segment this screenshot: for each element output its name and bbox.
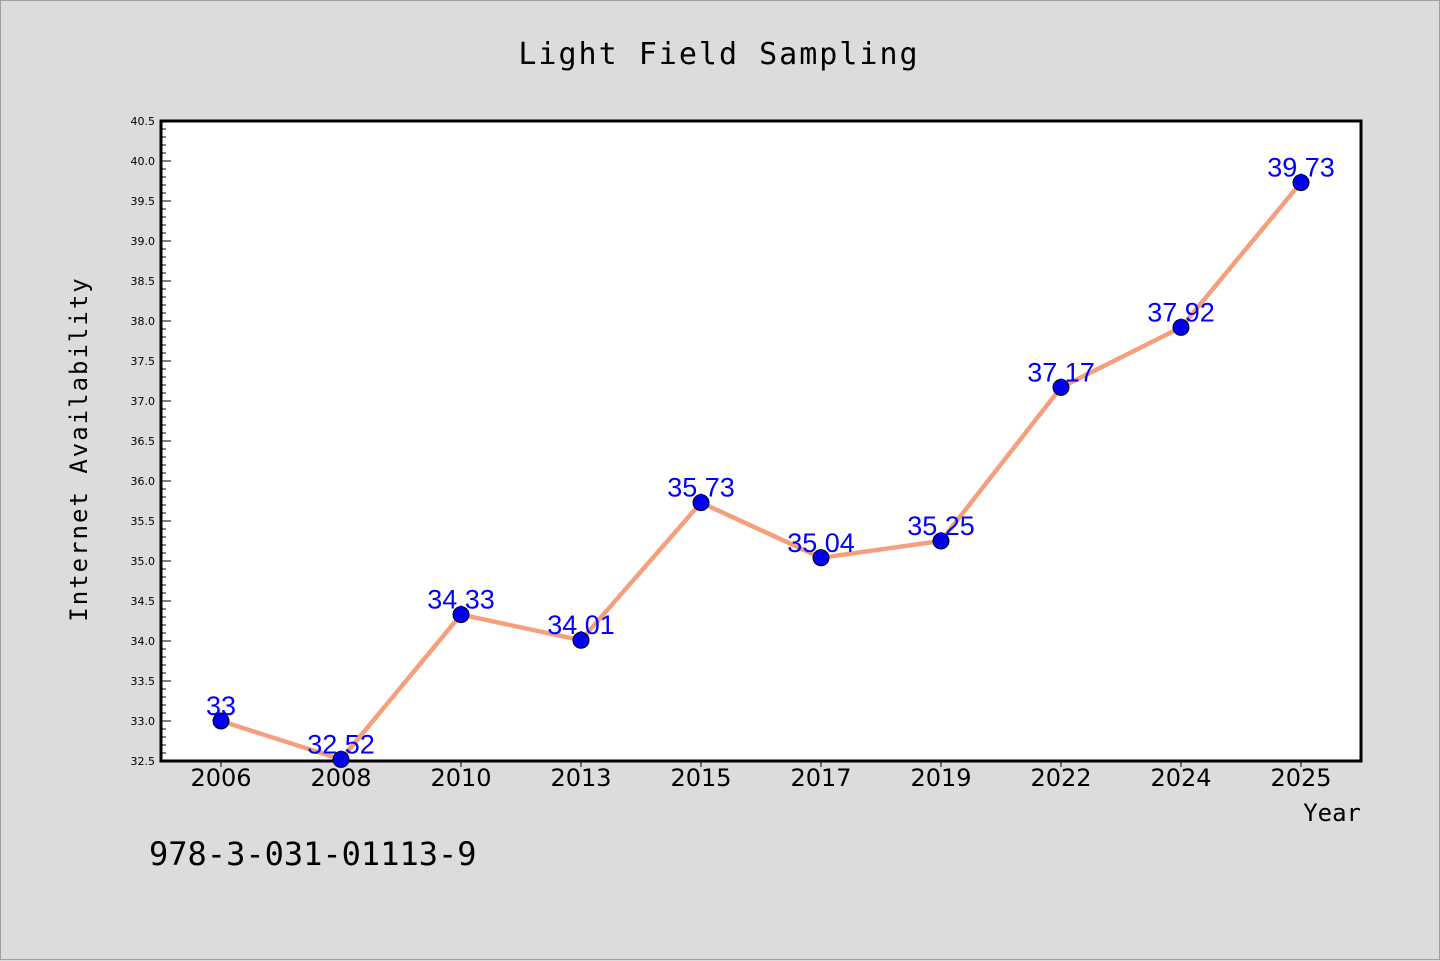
data-label: 37.92 <box>1147 297 1215 327</box>
data-label: 35.04 <box>787 528 855 558</box>
x-tick-label: 2008 <box>310 764 371 792</box>
data-label: 39.73 <box>1267 153 1335 183</box>
x-tick-label: 2015 <box>670 764 731 792</box>
y-tick-label: 34.0 <box>131 635 156 648</box>
data-label: 34.01 <box>547 610 615 640</box>
x-tick-label: 2024 <box>1150 764 1211 792</box>
series-line <box>218 180 1304 762</box>
y-tick-label: 36.5 <box>131 435 156 448</box>
y-tick-label: 36.0 <box>131 475 156 488</box>
y-axis-label: Internet Availability <box>65 276 93 621</box>
data-point <box>452 606 470 624</box>
series-layer: 33 32.52 34.33 34.01 35.73 35.04 35.25 37.17 37.… <box>206 153 1335 768</box>
x-tick-label: 2019 <box>910 764 971 792</box>
x-tick-label: 2013 <box>550 764 611 792</box>
x-tick-label: 2025 <box>1270 764 1331 792</box>
data-point <box>212 712 230 730</box>
y-tick-label: 33.5 <box>131 675 156 688</box>
data-point <box>1292 174 1310 192</box>
y-tick-label: 33.0 <box>131 715 156 728</box>
y-tick-label: 40.5 <box>131 115 156 128</box>
x-axis: 2006 2008 2010 2013 2015 2017 2019 2022 2024 2025 <box>190 761 1332 792</box>
y-tick-label: 35.5 <box>131 515 156 528</box>
chart-title: Light Field Sampling <box>518 37 919 72</box>
y-tick-label: 34.5 <box>131 595 156 608</box>
data-label: 32.52 <box>307 729 375 759</box>
data-point <box>932 532 950 550</box>
data-point <box>332 750 350 768</box>
x-tick-label: 2010 <box>430 764 491 792</box>
data-point <box>812 549 830 567</box>
data-label: 35.73 <box>667 473 735 503</box>
x-axis-label: Year <box>1303 799 1361 827</box>
plot-area <box>159 119 1363 763</box>
isbn-footer: 978-3-031-01113-9 <box>149 835 477 873</box>
y-tick-label: 40.0 <box>131 155 156 168</box>
y-tick-label: 38.5 <box>131 275 156 288</box>
y-tick-label: 37.0 <box>131 395 156 408</box>
data-label: 35.25 <box>907 511 975 541</box>
data-point <box>692 494 710 512</box>
y-tick-label: 39.0 <box>131 235 156 248</box>
y-tick-label: 32.5 <box>131 755 156 768</box>
y-axis: 32.5 33.0 33.5 34.0 34.5 35.0 35.5 36.0 36.5 37.0… <box>131 115 171 768</box>
data-point <box>1052 378 1070 396</box>
y-tick-label: 35.0 <box>131 555 156 568</box>
x-tick-label: 2017 <box>790 764 851 792</box>
y-tick-label: 39.5 <box>131 195 156 208</box>
data-label: 34.33 <box>427 585 495 615</box>
y-tick-label: 38.0 <box>131 315 156 328</box>
data-point <box>572 631 590 649</box>
data-label: 37.17 <box>1027 357 1095 387</box>
data-label: 33 <box>206 691 236 721</box>
y-tick-label: 37.5 <box>131 355 156 368</box>
x-tick-label: 2022 <box>1030 764 1091 792</box>
x-tick-label: 2006 <box>190 764 251 792</box>
data-point <box>1172 318 1190 336</box>
